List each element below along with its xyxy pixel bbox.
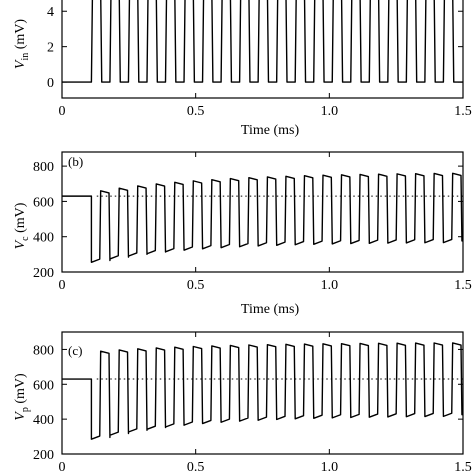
x-axis-title: Time (ms): [241, 123, 300, 138]
y-axis-subscript: c: [20, 236, 31, 241]
y-tick-label: 200: [33, 448, 54, 463]
x-tick-label: 1.5: [454, 104, 472, 119]
x-tick-label: 1.0: [321, 460, 339, 474]
y-axis-title: Vc (mV): [13, 202, 31, 249]
y-tick-label: 800: [33, 343, 54, 358]
y-axis-symbol: V: [13, 59, 28, 69]
y-axis-unit: (mV): [13, 202, 28, 236]
x-tick-label: 1.0: [321, 104, 339, 119]
y-tick-label: 600: [33, 195, 54, 210]
y-tick-label: 2: [47, 41, 54, 56]
y-tick-label: 400: [33, 231, 54, 246]
x-tick-label: 1.0: [321, 278, 339, 293]
x-tick-label: 0: [59, 460, 66, 474]
panel-label: (b): [68, 154, 83, 169]
plot-frame: [61, 151, 464, 273]
signal-trace: [62, 0, 463, 83]
x-tick-label: 0: [59, 278, 66, 293]
y-axis-symbol: V: [13, 411, 28, 421]
plot-frame: [61, 331, 464, 455]
y-axis-subscript: p: [20, 407, 31, 412]
x-tick-label: 1.5: [454, 460, 472, 474]
x-tick-label: 0.5: [187, 278, 205, 293]
x-axis-title: Time (ms): [241, 302, 300, 317]
panel-a: 0 0.5 1.0 1.5 0 2 4 Time (ms) Vin (mV): [13, 0, 472, 138]
x-tick-label: 1.5: [454, 278, 472, 293]
y-axis-title: Vp (mV): [13, 373, 31, 421]
x-tick-label: 0.5: [187, 104, 205, 119]
y-tick-label: 400: [33, 413, 54, 428]
y-tick-label: 800: [33, 160, 54, 175]
plot-frame: [61, 0, 464, 99]
y-axis-subscript: in: [20, 53, 31, 61]
signal-trace: [62, 172, 463, 263]
panel-c: 0 0.5 1.0 1.5 200 400 600 800 (c) Vp (mV): [13, 331, 472, 474]
y-tick-label: 200: [33, 266, 54, 281]
y-axis-unit: (mV): [13, 373, 28, 407]
panel-b: 0 0.5 1.0 1.5 200 400 600 800 (b) Time (ms) Vc…: [13, 151, 472, 317]
x-tick-label: 0.5: [187, 460, 205, 474]
y-axis-title: Vin (mV): [13, 19, 31, 70]
y-axis-unit: (mV): [13, 19, 28, 53]
y-tick-label: 600: [33, 378, 54, 393]
y-tick-label: 4: [47, 5, 54, 20]
x-tick-label: 0: [59, 104, 66, 119]
y-axis-symbol: V: [13, 239, 28, 249]
signal-trace: [62, 342, 463, 440]
y-tick-label: 0: [47, 76, 54, 91]
panel-label: (c): [68, 343, 82, 358]
